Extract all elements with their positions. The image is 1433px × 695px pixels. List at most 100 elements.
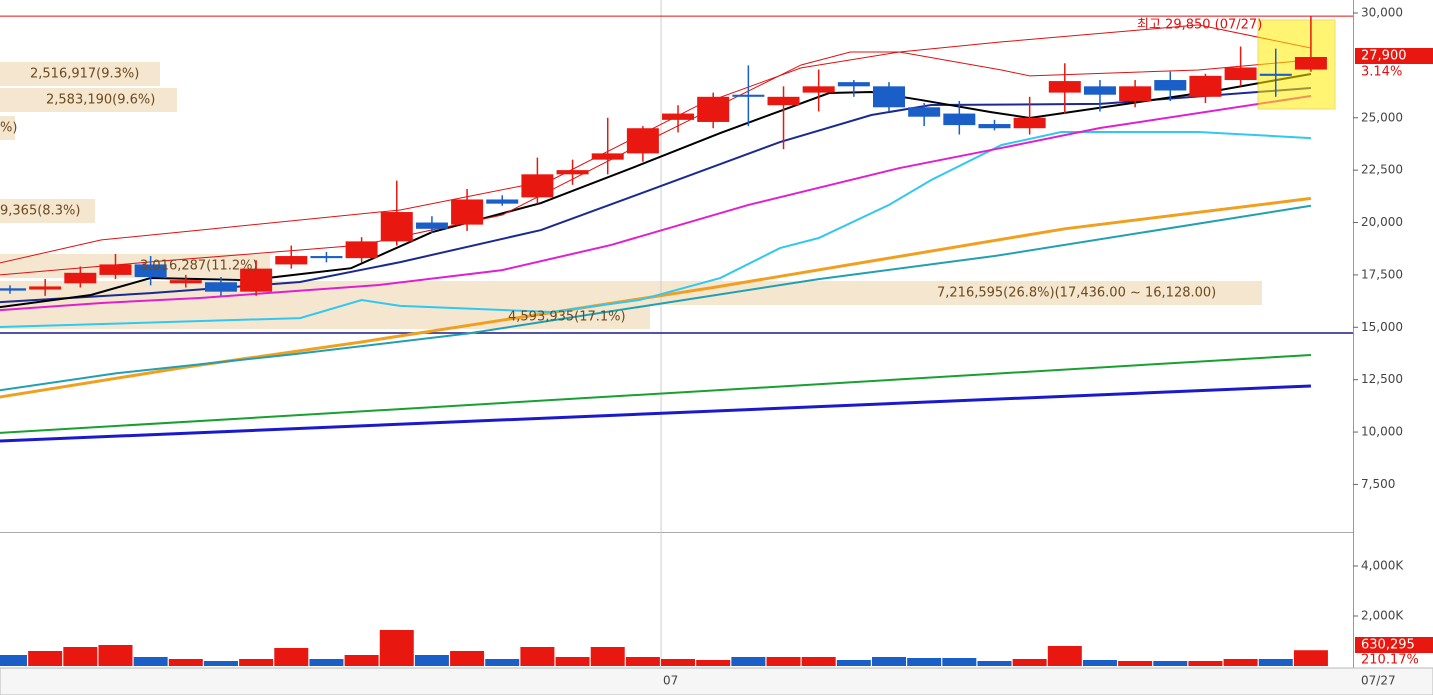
- candle-body: [662, 113, 695, 120]
- candle-body: [134, 264, 167, 278]
- candle-body: [1048, 81, 1081, 93]
- annotation-box: [0, 305, 650, 329]
- candle-body: [29, 286, 62, 290]
- ma-line: [0, 384, 1311, 443]
- volume-bar: [344, 655, 379, 666]
- y-tick-label: 20,000: [1361, 215, 1403, 229]
- candle-body: [1294, 56, 1327, 70]
- candle-body: [697, 96, 730, 122]
- volume-bar: [98, 645, 133, 666]
- high-note: 최고 29,850 (07/27): [1137, 18, 1262, 33]
- candle-body: [1154, 80, 1187, 91]
- volume-bar: [450, 651, 485, 666]
- volume-profile-label: %): [0, 121, 17, 136]
- volume-tag: 630,295: [1361, 638, 1415, 653]
- annotation-box: [0, 88, 177, 112]
- volume-bar: [274, 648, 309, 666]
- candle-body: [0, 288, 26, 291]
- volume-profile-label: 9,365(8.3%): [0, 204, 80, 219]
- volume-bar: [1293, 650, 1328, 666]
- annotation-box: [0, 62, 160, 86]
- volume-bar: [414, 655, 449, 666]
- candle-body: [732, 94, 765, 97]
- volume-profile-label: 7,216,595(26.8%)(17,436.00 ~ 16,128.00): [937, 286, 1216, 301]
- ma-line: [0, 94, 1312, 312]
- candle-body: [1224, 67, 1257, 81]
- candle-body: [99, 264, 132, 275]
- volume-bar: [520, 647, 555, 666]
- volume-bar: [1223, 659, 1258, 666]
- axis-strip: [1353, 0, 1433, 695]
- volume-bar: [0, 655, 27, 666]
- candle-body: [1119, 86, 1152, 101]
- candle-body: [978, 124, 1011, 129]
- volume-bar: [168, 659, 203, 666]
- candle-body: [556, 170, 589, 175]
- ma-line: [0, 204, 1312, 392]
- x-tick-label: 07: [663, 674, 678, 688]
- candle-body: [240, 268, 273, 292]
- volume-profile-label: 3,016,287(11.2%): [140, 259, 258, 274]
- candle-body: [64, 272, 97, 284]
- candle-body: [837, 82, 870, 87]
- volume-bar: [625, 657, 660, 666]
- y-tick-label: 22,500: [1361, 163, 1403, 177]
- candle-body: [169, 280, 202, 284]
- candle-body: [626, 128, 659, 154]
- volume-bar: [203, 661, 238, 666]
- volume-bar: [379, 630, 414, 666]
- volume-bar: [766, 657, 801, 666]
- candle-body: [451, 199, 484, 225]
- volume-tag-box: [1355, 637, 1433, 653]
- volume-bar: [133, 657, 168, 666]
- volume-bar: [1118, 661, 1153, 666]
- y-tick-label: 17,500: [1361, 267, 1403, 281]
- volume-bar: [977, 661, 1012, 666]
- volume-bar: [661, 659, 696, 666]
- ma-line: [0, 131, 1311, 329]
- volume-bar: [836, 660, 871, 666]
- candle-body: [802, 86, 835, 93]
- candle-body: [380, 212, 413, 242]
- volume-profile-label: 4,593,935(17.1%): [508, 310, 626, 325]
- y-tick-label: 25,000: [1361, 110, 1403, 124]
- candle-body: [521, 174, 554, 198]
- volume-bar: [1047, 646, 1082, 666]
- volume-bar: [1012, 659, 1047, 666]
- candle-body: [204, 282, 237, 292]
- volume-bar: [590, 647, 625, 666]
- volume-bar: [555, 657, 590, 666]
- x-tick-label: 07/27: [1361, 674, 1396, 688]
- volume-bar: [731, 657, 766, 666]
- y-tick-label: 12,500: [1361, 372, 1403, 386]
- volume-bar: [942, 658, 977, 666]
- candle-body: [486, 199, 519, 204]
- candle-body: [1013, 117, 1046, 129]
- candle-body: [767, 96, 800, 106]
- price-tag: 27,900: [1361, 48, 1407, 63]
- candle-body: [310, 256, 343, 259]
- volume-profile-label: 2,583,190(9.6%): [46, 93, 155, 108]
- ratio-tag: 210.17%: [1361, 653, 1419, 668]
- volume-bar: [1258, 659, 1293, 666]
- candle-body: [908, 107, 941, 117]
- volume-bar: [239, 659, 274, 666]
- candle-body: [873, 86, 905, 108]
- volume-bar: [485, 659, 520, 666]
- y-tick-label: 7,500: [1361, 477, 1395, 491]
- y-tick-label: 15,000: [1361, 320, 1403, 334]
- y-tick-label: 2,000K: [1361, 609, 1404, 623]
- date-strip: [0, 667, 1433, 695]
- candle-body: [1259, 73, 1292, 76]
- volume-bar: [1153, 661, 1188, 666]
- candle-body: [1189, 75, 1222, 97]
- volume-bar: [63, 647, 98, 666]
- volume-bar: [696, 660, 731, 666]
- volume-profile-label: 2,516,917(9.3%): [30, 67, 139, 82]
- y-tick-label: 4,000K: [1361, 559, 1404, 573]
- ma-line: [0, 353, 1311, 434]
- annotation-box: [0, 116, 15, 140]
- ma-line: [0, 51, 1311, 276]
- price-tag-box: [1355, 47, 1433, 64]
